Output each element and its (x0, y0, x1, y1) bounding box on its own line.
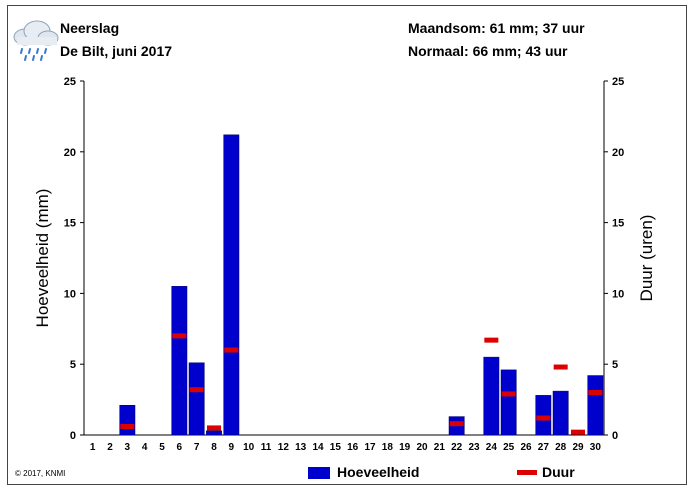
x-tick-label: 29 (572, 442, 584, 453)
bar-amount (552, 390, 569, 436)
y-axis-label: Hoeveelheid (mm) (33, 189, 52, 328)
y2-tick-label: 25 (612, 76, 624, 88)
marker-duration (224, 347, 239, 353)
y2-axis-label: Duur (uren) (637, 215, 656, 302)
chart-subtitle: De Bilt, juni 2017 (60, 43, 173, 59)
y-tick-label: 20 (64, 147, 76, 159)
x-tick-label: 30 (590, 442, 602, 453)
y-tick-label: 5 (70, 359, 76, 371)
marker-duration (172, 333, 187, 339)
marker-duration (449, 421, 464, 427)
bar-amount (188, 362, 205, 436)
y-tick-label: 15 (64, 218, 76, 230)
x-tick-label: 12 (278, 442, 290, 453)
legend-swatch-duration (517, 470, 537, 475)
y2-tick-label: 5 (612, 359, 618, 371)
bar-amount (535, 395, 552, 436)
monthly-sum: Maandsom: 61 mm; 37 uur (408, 20, 585, 36)
x-tick-label: 16 (347, 442, 359, 453)
copyright: © 2017, KNMI (15, 469, 66, 478)
bar-amount (587, 375, 604, 436)
y2-tick-label: 15 (612, 218, 624, 230)
bar-amount (500, 369, 517, 436)
x-tick-label: 14 (312, 442, 324, 453)
x-tick-label: 1 (90, 442, 96, 453)
x-tick-label: 23 (468, 442, 480, 453)
x-tick-label: 13 (295, 442, 307, 453)
x-tick-label: 9 (229, 442, 235, 453)
bar-amount (119, 405, 136, 436)
marker-duration (588, 390, 603, 396)
rain-cloud-icon (13, 20, 59, 61)
x-tick-label: 4 (142, 442, 148, 453)
marker-duration (553, 364, 568, 370)
x-tick-label: 22 (451, 442, 463, 453)
x-tick-label: 11 (261, 442, 272, 453)
legend-label-amount: Hoeveelheid (337, 464, 420, 480)
marker-duration (484, 337, 499, 343)
bar-amount (223, 134, 240, 436)
x-tick-label: 8 (211, 442, 217, 453)
marker-duration (207, 425, 221, 431)
y-tick-label: 10 (64, 288, 76, 300)
x-tick-label: 19 (399, 442, 411, 453)
marker-duration (536, 415, 551, 421)
chart-frame: 0 0 5 5 10 10 15 15 20 20 25 25 Hoeveelheid (mm) Duur… (7, 5, 687, 485)
legend-swatch-amount (308, 467, 330, 479)
x-tick-label: 7 (194, 442, 200, 453)
y2-tick-label: 10 (612, 288, 624, 300)
y-tick-label: 25 (64, 76, 76, 88)
x-tick-label: 10 (243, 442, 255, 453)
x-tick-label: 15 (330, 442, 342, 453)
chart-title: Neerslag (60, 20, 120, 36)
y2-tick-label: 20 (612, 147, 624, 159)
x-tick-label: 2 (107, 442, 113, 453)
y-tick-label: 0 (70, 430, 76, 442)
normal-value: Normaal: 66 mm; 43 uur (408, 43, 568, 59)
x-tick-label: 6 (177, 442, 183, 453)
y2-tick-label: 0 (612, 430, 618, 442)
marker-duration (571, 429, 585, 435)
x-tick-label: 17 (364, 442, 376, 453)
x-tick-label: 24 (486, 442, 498, 453)
x-tick-label: 5 (159, 442, 165, 453)
legend-label-duration: Duur (542, 464, 575, 480)
bar-amount (483, 356, 500, 436)
marker-duration (120, 424, 135, 430)
marker-duration (501, 391, 516, 397)
x-tick-label: 27 (538, 442, 550, 453)
x-tick-label: 3 (125, 442, 131, 453)
x-tick-label: 25 (503, 442, 515, 453)
bar-amount (206, 430, 222, 436)
x-tick-label: 20 (416, 442, 428, 453)
marker-duration (189, 387, 204, 393)
x-tick-label: 26 (520, 442, 532, 453)
x-tick-label: 28 (555, 442, 567, 453)
x-tick-label: 21 (434, 442, 446, 453)
bar-amount (171, 286, 188, 436)
x-tick-label: 18 (382, 442, 394, 453)
